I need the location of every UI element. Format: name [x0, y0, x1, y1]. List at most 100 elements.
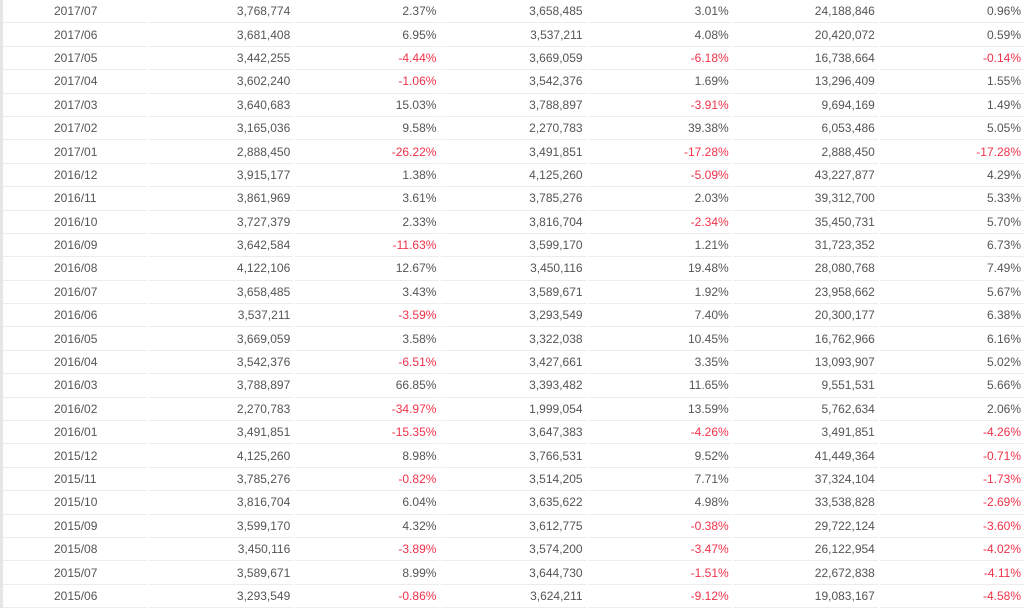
cell-change-pct: 6.04% [295, 491, 440, 515]
cell-value: 3,768,774 [149, 0, 294, 24]
cell-cumulative-value: 9,551,531 [733, 374, 878, 398]
cell-value: 3,915,177 [149, 164, 294, 188]
cell-value: 3,442,255 [149, 47, 294, 71]
cell-value: 3,450,116 [149, 538, 294, 562]
cell-cumulative-value: 41,449,364 [733, 444, 878, 468]
cell-comparison-change-pct: 10.45% [587, 327, 732, 351]
cell-comparison-change-pct: -4.26% [587, 421, 732, 445]
table-row: 2017/02 3,165,036 9.58% 2,270,783 39.38% 6,05… [3, 117, 1024, 141]
cell-value: 3,589,671 [149, 561, 294, 585]
table-row: 2017/01 2,888,450 -26.22% 3,491,851 -17.28% 2… [3, 140, 1024, 164]
cell-comparison-change-pct: -3.47% [587, 538, 732, 562]
cell-comparison-value: 3,658,485 [441, 0, 586, 24]
cell-cumulative-change-pct: 1.49% [879, 94, 1024, 117]
table-row: 2016/06 3,537,211 -3.59% 3,293,549 7.40% 20,3… [3, 304, 1024, 328]
cell-cumulative-change-pct: -2.69% [879, 491, 1024, 515]
cell-comparison-change-pct: -9.12% [587, 585, 732, 608]
table-row: 2017/03 3,640,683 15.03% 3,788,897 -3.91% 9,6… [3, 94, 1024, 117]
cell-cumulative-value: 20,300,177 [733, 304, 878, 328]
cell-cumulative-change-pct: 1.55% [879, 70, 1024, 94]
cell-comparison-value: 3,788,897 [441, 94, 586, 117]
cell-value: 3,293,549 [149, 585, 294, 608]
cell-cumulative-value: 3,491,851 [733, 421, 878, 445]
cell-change-pct: -3.89% [295, 538, 440, 562]
cell-comparison-change-pct: 1.92% [587, 281, 732, 305]
cell-comparison-value: 3,393,482 [441, 374, 586, 398]
cell-cumulative-value: 13,093,907 [733, 351, 878, 375]
cell-comparison-value: 3,669,059 [441, 47, 586, 71]
cell-change-pct: -4.44% [295, 47, 440, 71]
table-row: 2017/05 3,442,255 -4.44% 3,669,059 -6.18% 16,… [3, 47, 1024, 71]
cell-cumulative-value: 24,188,846 [733, 0, 878, 24]
cell-cumulative-value: 23,958,662 [733, 281, 878, 305]
cell-change-pct: -0.86% [295, 585, 440, 608]
cell-month: 2016/07 [3, 281, 148, 305]
table-row: 2015/06 3,293,549 -0.86% 3,624,211 -9.12% 19,… [3, 585, 1024, 608]
cell-cumulative-change-pct: -1.73% [879, 468, 1024, 492]
cell-change-pct: 2.33% [295, 211, 440, 234]
cell-month: 2017/06 [3, 23, 148, 47]
cell-change-pct: -1.06% [295, 70, 440, 94]
cell-cumulative-value: 26,122,954 [733, 538, 878, 562]
cell-value: 3,640,683 [149, 94, 294, 117]
cell-value: 4,125,260 [149, 444, 294, 468]
cell-cumulative-change-pct: 5.05% [879, 117, 1024, 141]
cell-comparison-change-pct: -0.38% [587, 515, 732, 538]
cell-change-pct: 4.32% [295, 515, 440, 538]
cell-comparison-value: 3,491,851 [441, 140, 586, 164]
table-row: 2017/07 3,768,774 2.37% 3,658,485 3.01% 24,18… [3, 0, 1024, 24]
cell-change-pct: 9.58% [295, 117, 440, 141]
cell-value: 4,122,106 [149, 257, 294, 281]
cell-value: 3,642,584 [149, 234, 294, 258]
cell-month: 2017/05 [3, 47, 148, 71]
cell-comparison-change-pct: -1.51% [587, 561, 732, 585]
cell-cumulative-value: 16,762,966 [733, 327, 878, 351]
cell-cumulative-change-pct: 5.66% [879, 374, 1024, 398]
cell-cumulative-change-pct: -17.28% [879, 140, 1024, 164]
cell-cumulative-change-pct: 2.06% [879, 398, 1024, 422]
cell-comparison-value: 2,270,783 [441, 117, 586, 141]
cell-cumulative-value: 29,722,124 [733, 515, 878, 538]
cell-month: 2017/07 [3, 0, 148, 24]
cell-comparison-value: 3,322,038 [441, 327, 586, 351]
table-row: 2015/11 3,785,276 -0.82% 3,514,205 7.71% 37,3… [3, 468, 1024, 492]
cell-cumulative-change-pct: 6.16% [879, 327, 1024, 351]
table-row: 2016/10 3,727,379 2.33% 3,816,704 -2.34% 35,4… [3, 211, 1024, 234]
cell-cumulative-change-pct: 0.96% [879, 0, 1024, 24]
cell-value: 3,602,240 [149, 70, 294, 94]
cell-month: 2017/02 [3, 117, 148, 141]
cell-comparison-value: 3,612,775 [441, 515, 586, 538]
cell-value: 2,270,783 [149, 398, 294, 422]
cell-cumulative-value: 31,723,352 [733, 234, 878, 258]
cell-cumulative-value: 33,538,828 [733, 491, 878, 515]
cell-month: 2016/09 [3, 234, 148, 258]
cell-comparison-change-pct: 7.40% [587, 304, 732, 328]
cell-comparison-change-pct: 9.52% [587, 444, 732, 468]
cell-cumulative-change-pct: 5.02% [879, 351, 1024, 375]
cell-change-pct: 12.67% [295, 257, 440, 281]
cell-cumulative-value: 35,450,731 [733, 211, 878, 234]
cell-value: 3,785,276 [149, 468, 294, 492]
cell-month: 2016/12 [3, 164, 148, 188]
table-row: 2017/04 3,602,240 -1.06% 3,542,376 1.69% 13,2… [3, 70, 1024, 94]
cell-comparison-change-pct: 3.01% [587, 0, 732, 24]
cell-cumulative-change-pct: 0.59% [879, 23, 1024, 47]
cell-change-pct: -3.59% [295, 304, 440, 328]
cell-change-pct: -26.22% [295, 140, 440, 164]
cell-comparison-value: 3,427,661 [441, 351, 586, 375]
cell-comparison-value: 1,999,054 [441, 398, 586, 422]
cell-comparison-value: 3,644,730 [441, 561, 586, 585]
table-row: 2016/02 2,270,783 -34.97% 1,999,054 13.59% 5,… [3, 398, 1024, 422]
cell-value: 3,727,379 [149, 211, 294, 234]
cell-change-pct: -11.63% [295, 234, 440, 258]
cell-cumulative-value: 6,053,486 [733, 117, 878, 141]
cell-change-pct: 2.37% [295, 0, 440, 24]
cell-month: 2016/01 [3, 421, 148, 445]
cell-cumulative-change-pct: -4.11% [879, 561, 1024, 585]
cell-cumulative-value: 28,080,768 [733, 257, 878, 281]
cell-comparison-change-pct: 4.08% [587, 23, 732, 47]
cell-value: 3,537,211 [149, 304, 294, 328]
cell-cumulative-change-pct: 4.29% [879, 164, 1024, 188]
table-row: 2016/12 3,915,177 1.38% 4,125,260 -5.09% 43,2… [3, 164, 1024, 188]
